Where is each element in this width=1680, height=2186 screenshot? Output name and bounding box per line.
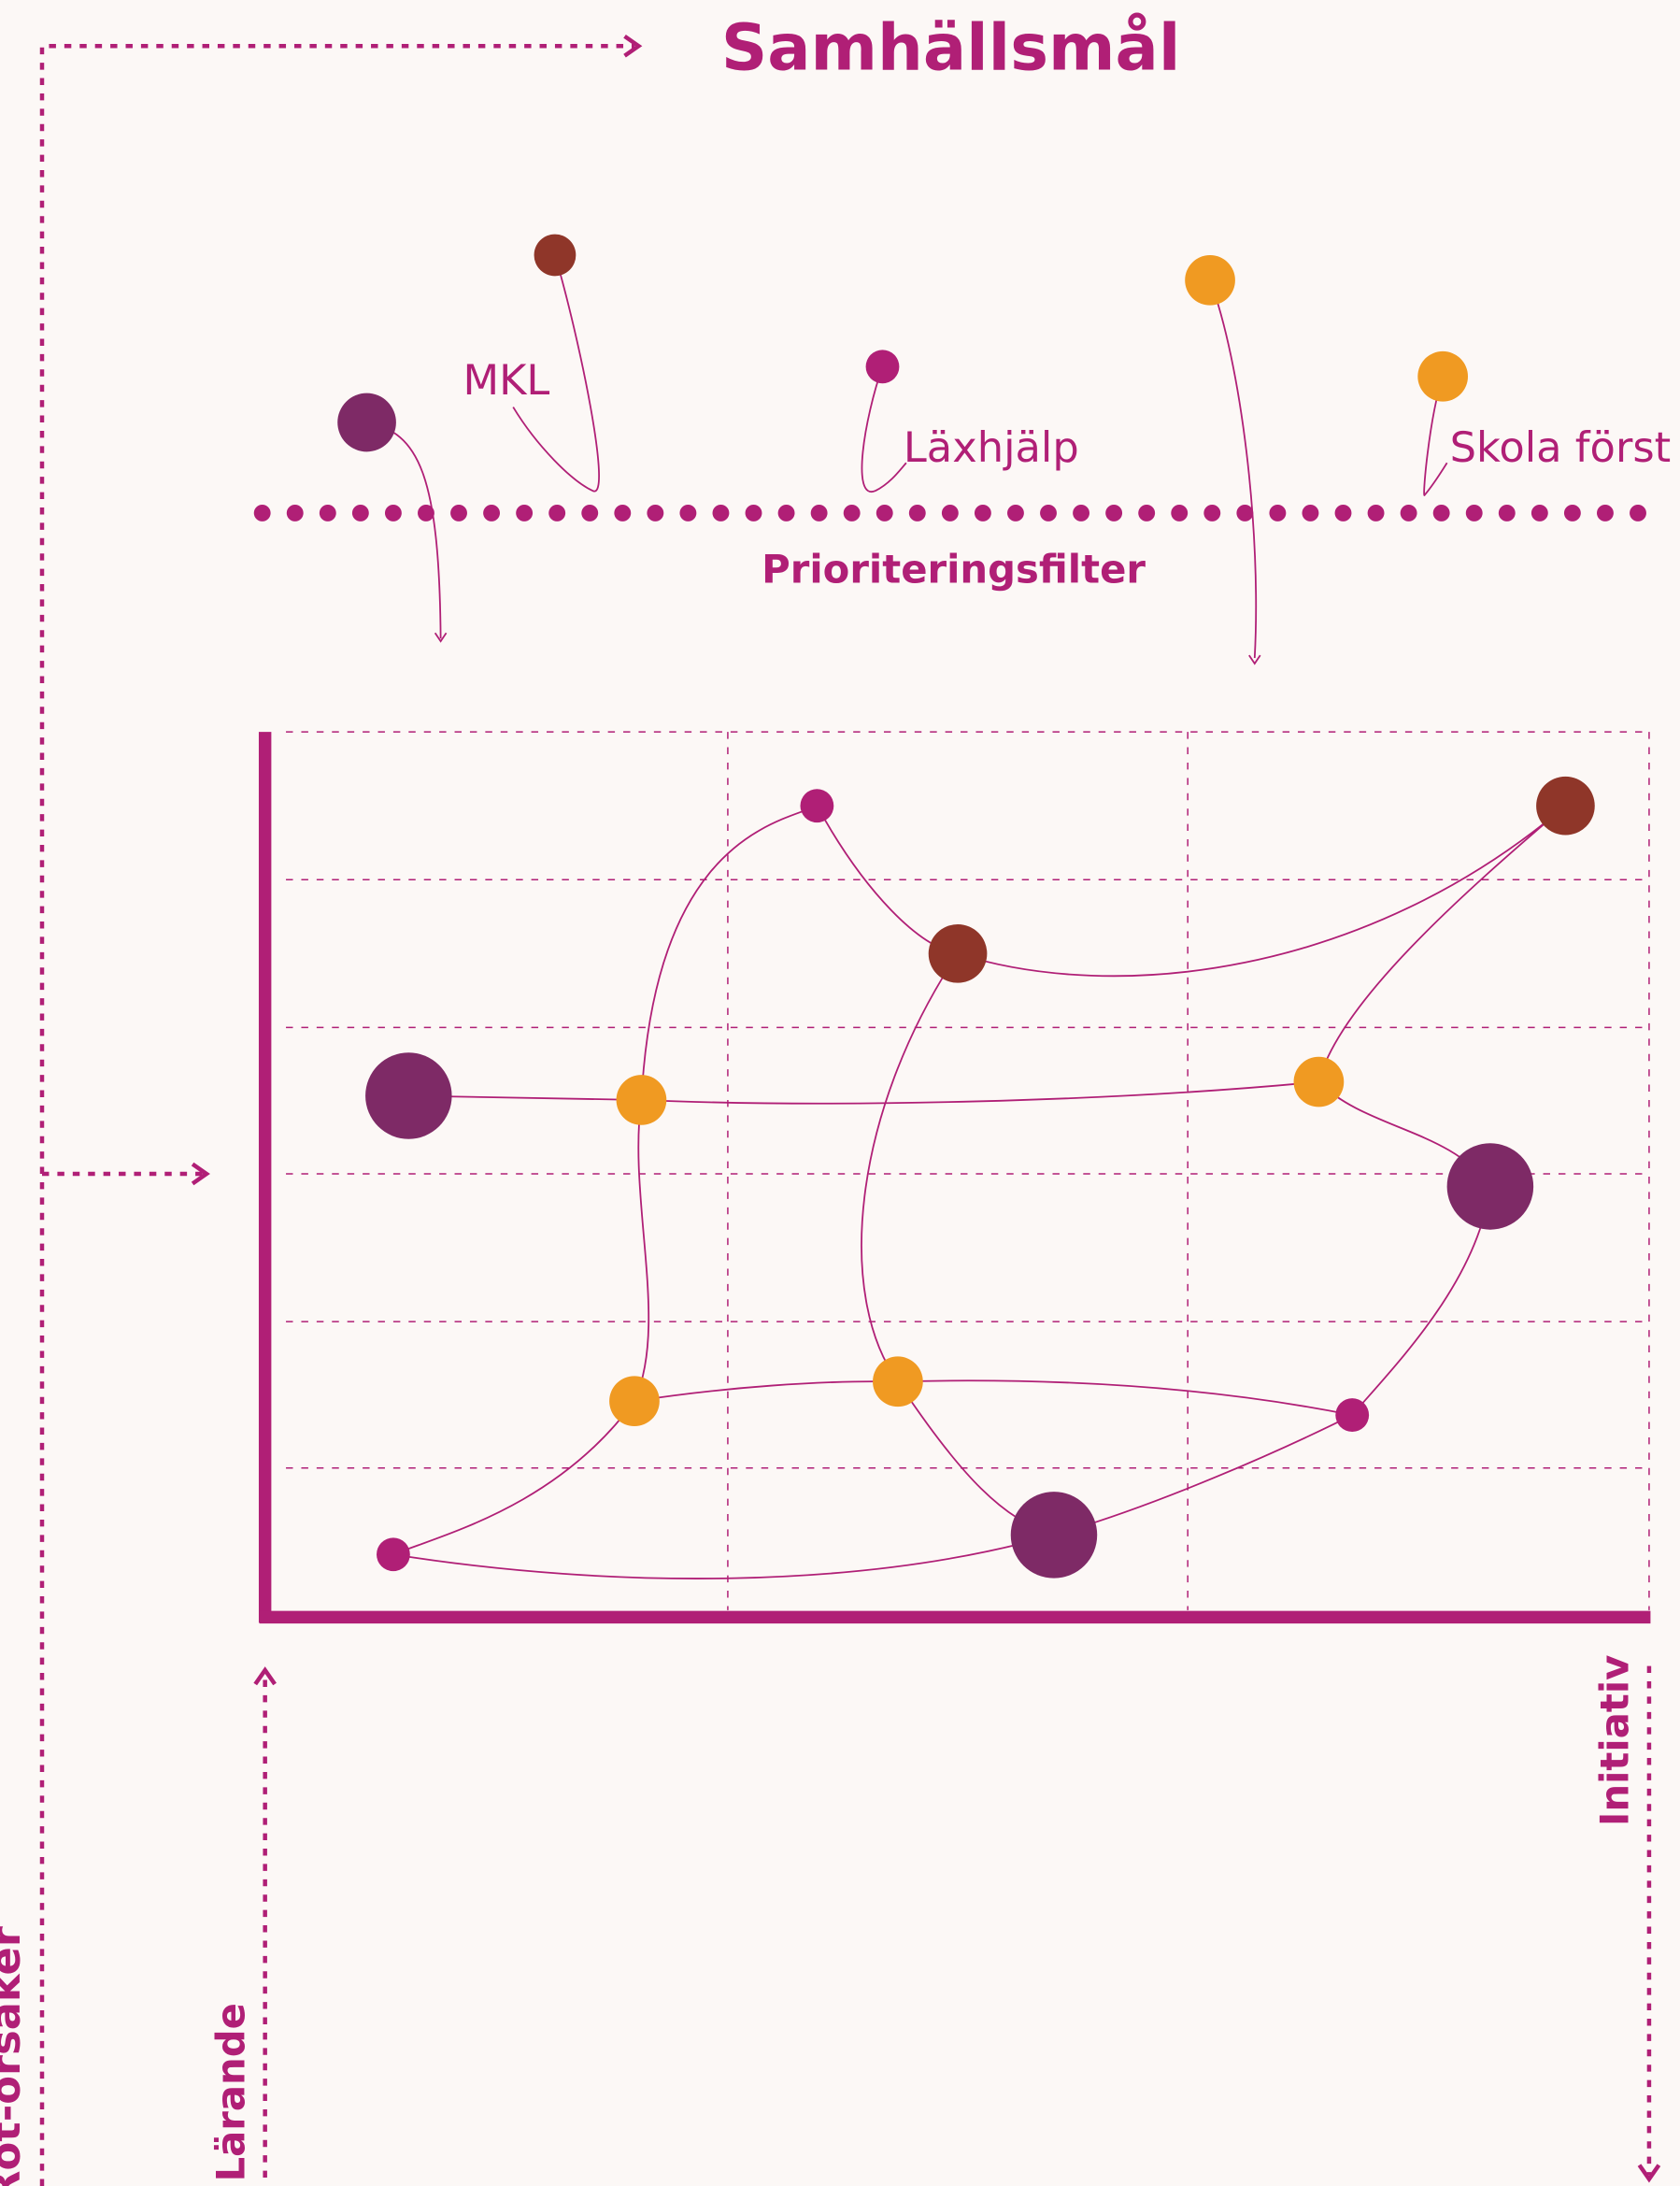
node — [534, 234, 577, 277]
arrow — [434, 632, 448, 643]
arrow — [1637, 2164, 1661, 2183]
node — [865, 350, 900, 384]
arrow — [623, 34, 643, 58]
nodes — [365, 776, 1595, 1579]
filter-label: Prioriteringsfilter — [762, 547, 1146, 593]
label: Skola först — [1450, 422, 1672, 472]
outer-line — [39, 43, 634, 2186]
link — [1423, 376, 1448, 496]
arrow — [191, 1162, 210, 1186]
x-label: Initiativ — [1592, 1655, 1638, 1827]
node — [1417, 350, 1469, 402]
grid — [286, 731, 1650, 1610]
link — [861, 366, 907, 493]
arrow — [1248, 654, 1261, 665]
node — [337, 393, 396, 452]
y-label: Lärande — [207, 2003, 253, 2181]
outer-label: Rot-orsaker — [0, 1926, 30, 2186]
title: Samhällsmål — [721, 11, 1181, 86]
node — [1185, 254, 1235, 306]
label: Läxhjälp — [904, 422, 1079, 472]
link — [512, 254, 600, 493]
arrow — [253, 1666, 277, 1686]
link — [1209, 279, 1258, 659]
label: MKL — [463, 355, 549, 405]
